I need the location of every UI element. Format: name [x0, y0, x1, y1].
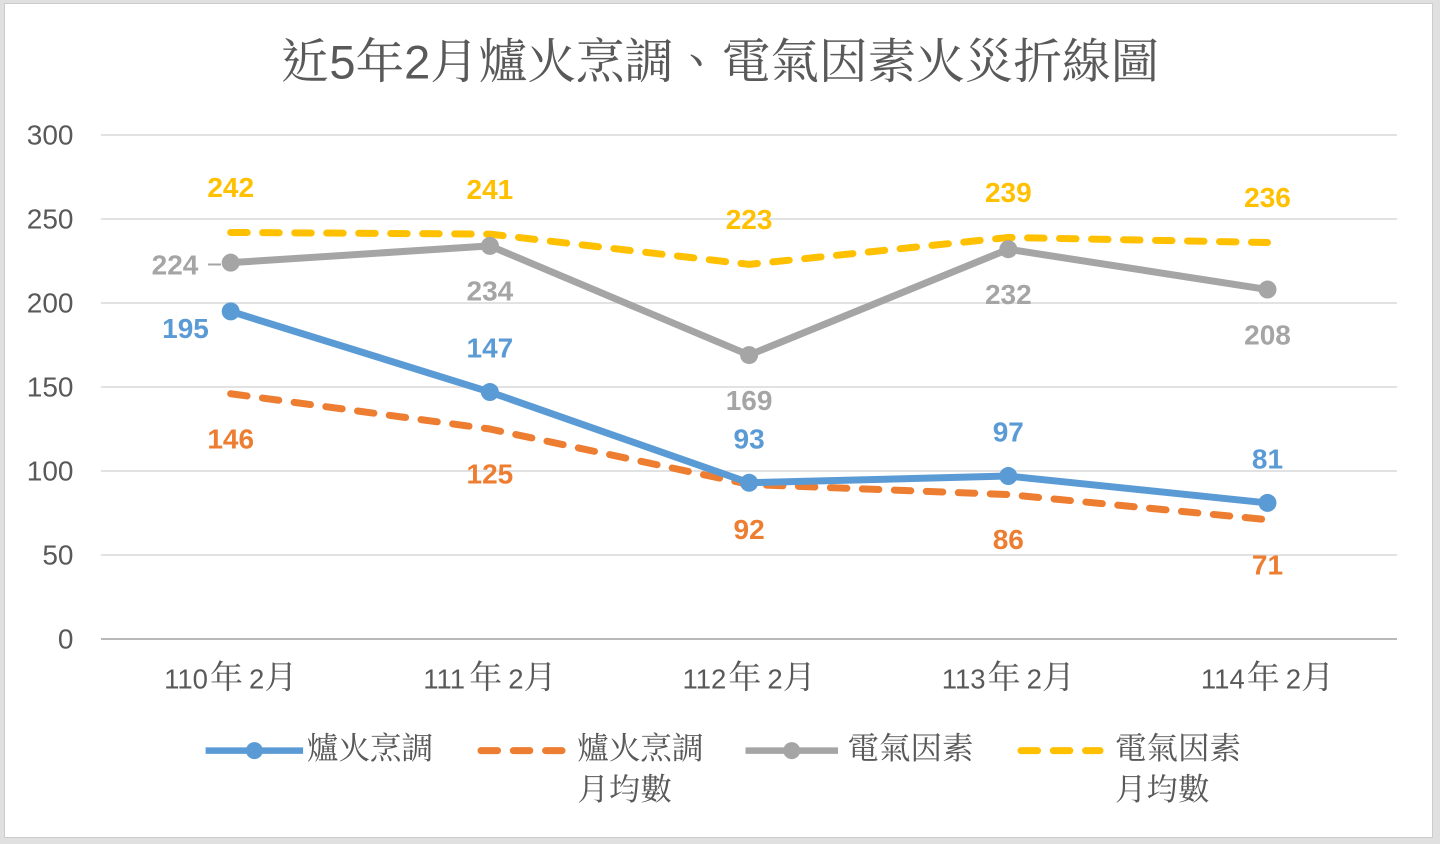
svg-text:146: 146 — [207, 423, 254, 454]
svg-text:86: 86 — [993, 524, 1024, 555]
svg-text:2: 2 — [767, 664, 782, 695]
svg-text:2: 2 — [404, 35, 430, 88]
svg-text:97: 97 — [993, 417, 1024, 448]
svg-text:125: 125 — [467, 459, 514, 490]
svg-text:242: 242 — [207, 172, 254, 203]
svg-text:81: 81 — [1252, 444, 1283, 475]
svg-text:2: 2 — [1286, 664, 1301, 695]
svg-text:200: 200 — [27, 287, 74, 318]
svg-text:50: 50 — [42, 539, 73, 570]
svg-text:2: 2 — [508, 664, 523, 695]
svg-text:113: 113 — [942, 664, 986, 695]
svg-text:300: 300 — [27, 119, 74, 150]
svg-text:111: 111 — [423, 664, 465, 695]
svg-text:112: 112 — [683, 664, 727, 695]
svg-text:110: 110 — [164, 664, 208, 695]
svg-text:147: 147 — [467, 333, 514, 364]
svg-text:150: 150 — [27, 371, 74, 402]
svg-text:71: 71 — [1252, 549, 1283, 580]
svg-text:2: 2 — [1027, 664, 1042, 695]
svg-text:0: 0 — [58, 623, 74, 654]
svg-text:195: 195 — [162, 313, 209, 344]
svg-text:232: 232 — [985, 279, 1032, 310]
svg-text:93: 93 — [734, 424, 765, 455]
svg-text:2: 2 — [249, 664, 264, 695]
svg-text:169: 169 — [726, 385, 773, 416]
svg-text:92: 92 — [734, 514, 765, 545]
svg-text:224: 224 — [152, 249, 199, 280]
svg-text:239: 239 — [985, 177, 1032, 208]
svg-text:114: 114 — [1201, 664, 1245, 695]
svg-text:208: 208 — [1244, 319, 1291, 350]
svg-text:234: 234 — [467, 276, 514, 307]
svg-text:223: 223 — [726, 204, 773, 235]
svg-text:241: 241 — [467, 174, 514, 205]
svg-text:236: 236 — [1244, 182, 1291, 213]
svg-text:100: 100 — [27, 455, 74, 486]
svg-text:5: 5 — [329, 35, 355, 88]
svg-text:250: 250 — [27, 203, 74, 234]
